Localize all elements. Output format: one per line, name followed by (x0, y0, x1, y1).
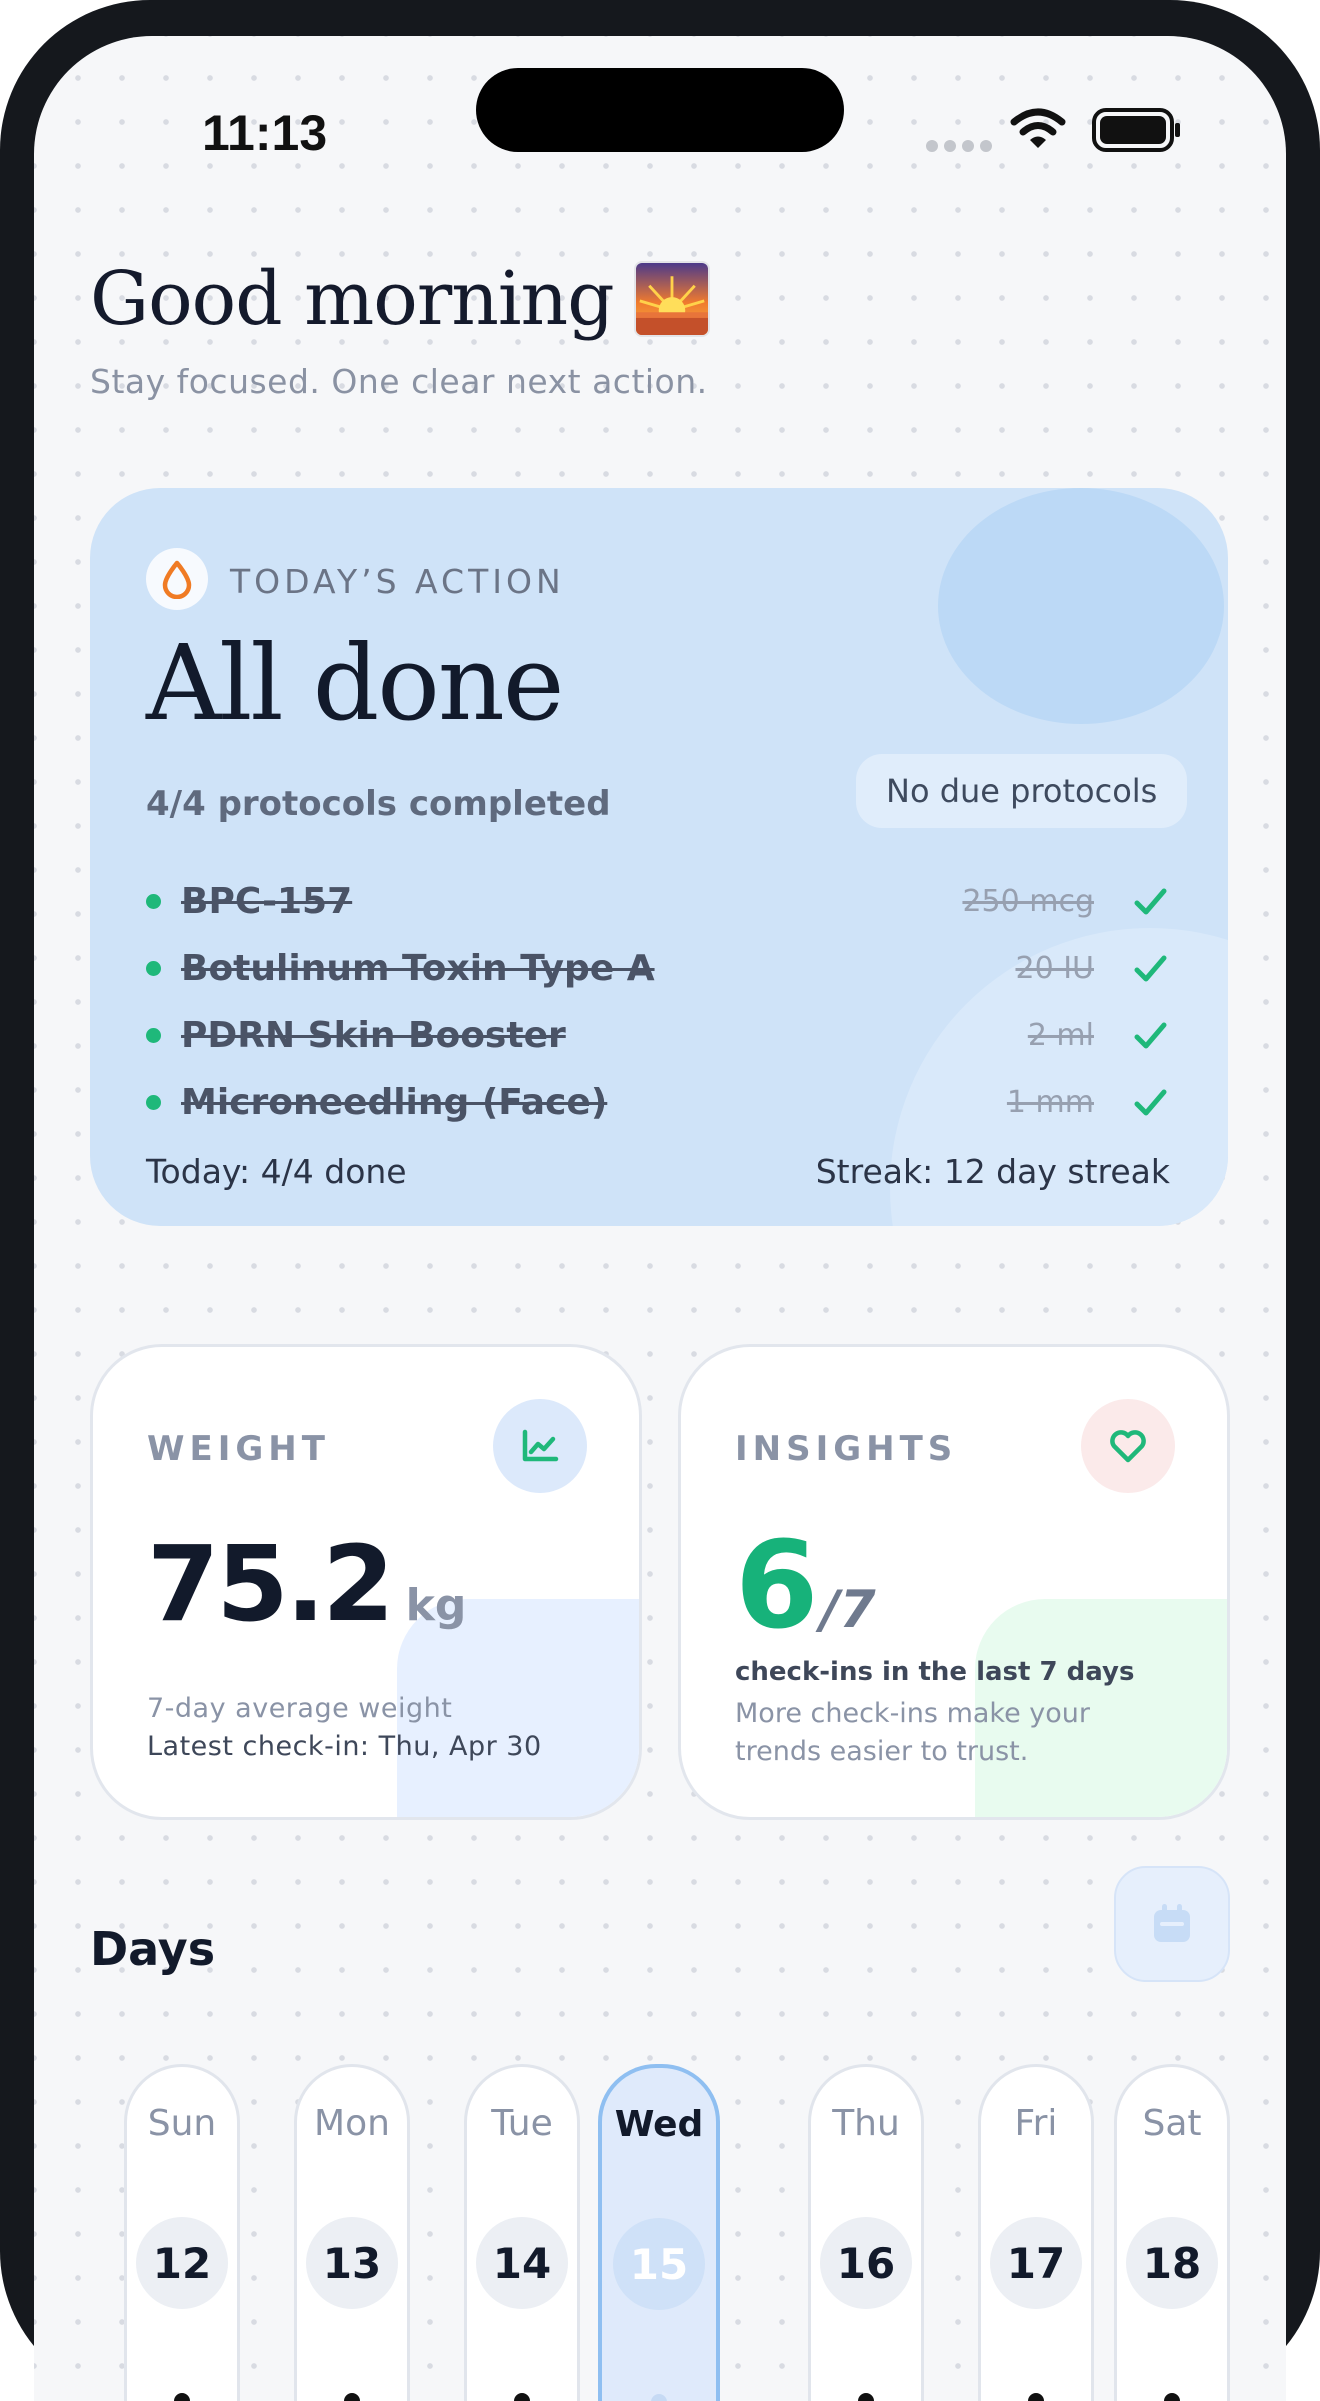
day-pill-fri[interactable]: Fri 17 (978, 2064, 1094, 2401)
day-name: Wed (614, 2104, 704, 2145)
dynamic-island (476, 68, 844, 152)
insights-value: 6 (735, 1517, 819, 1656)
day-name: Tue (491, 2103, 553, 2144)
weight-card[interactable]: WEIGHT 75.2 kg 7-day average weight Late… (90, 1344, 642, 1820)
day-activity-dot (514, 2393, 530, 2401)
weight-value-row: 75.2 kg (147, 1523, 466, 1645)
calendar-icon (1154, 1904, 1190, 1942)
protocol-list: BPC-157 250 mcg Botulinum Toxin Type A 2… (146, 868, 1170, 1136)
day-date: 17 (990, 2217, 1082, 2309)
check-icon (1134, 888, 1167, 914)
greeting-title: Good morning (90, 256, 615, 342)
day-activity-dot (174, 2393, 190, 2401)
protocol-dose: 20 IU (1015, 951, 1094, 986)
check-icon (1134, 955, 1167, 981)
protocol-item[interactable]: PDRN Skin Booster 2 ml (146, 1002, 1170, 1069)
chart-icon (493, 1399, 587, 1493)
day-date: 15 (613, 2218, 705, 2310)
day-name: Thu (832, 2103, 900, 2144)
day-activity-dot (344, 2393, 360, 2401)
due-status-badge: No due protocols (856, 754, 1188, 828)
weight-value: 75.2 (147, 1523, 395, 1645)
wifi-icon (1010, 108, 1066, 148)
protocol-item[interactable]: Botulinum Toxin Type A 20 IU (146, 935, 1170, 1002)
protocol-name: PDRN Skin Booster (181, 1015, 566, 1056)
protocol-dose: 1 mm (1006, 1085, 1094, 1120)
protocol-name: Botulinum Toxin Type A (181, 948, 655, 989)
heart-icon (1081, 1399, 1175, 1493)
screen: 11:13 Good morning (34, 36, 1286, 2401)
streak-summary: Streak: 12 day streak (815, 1152, 1170, 1191)
day-activity-dot (1028, 2393, 1044, 2401)
insights-title: INSIGHTS (735, 1429, 958, 1469)
day-pill-sat[interactable]: Sat 18 (1114, 2064, 1230, 2401)
protocol-item[interactable]: Microneedling (Face) 1 mm (146, 1069, 1170, 1136)
day-pill-tue[interactable]: Tue 14 (464, 2064, 580, 2401)
insights-card[interactable]: INSIGHTS 6 /7 check-ins in the last 7 da… (678, 1344, 1230, 1820)
insights-denominator: /7 (820, 1580, 876, 1640)
status-dot (146, 1095, 161, 1110)
day-name: Fri (1014, 2103, 1058, 2144)
protocol-name: Microneedling (Face) (181, 1082, 608, 1123)
status-dot (146, 1028, 161, 1043)
weight-title: WEIGHT (147, 1429, 330, 1469)
sunrise-icon (633, 261, 710, 337)
day-date: 14 (476, 2217, 568, 2309)
day-date: 18 (1126, 2217, 1218, 2309)
day-name: Sat (1142, 2103, 1202, 2144)
day-date: 13 (306, 2217, 398, 2309)
greeting-row: Good morning (90, 256, 710, 342)
drop-icon (146, 548, 208, 610)
days-title: Days (90, 1922, 216, 1976)
day-pill-sun[interactable]: Sun 12 (124, 2064, 240, 2401)
day-pill-thu[interactable]: Thu 16 (808, 2064, 924, 2401)
todays-action-label: TODAY’S ACTION (230, 562, 565, 601)
day-pill-wed[interactable]: Wed 15 (598, 2064, 720, 2401)
day-name: Sun (147, 2103, 217, 2144)
day-activity-dot (858, 2393, 874, 2401)
insights-value-row: 6 /7 (735, 1517, 876, 1656)
protocol-name: BPC-157 (181, 881, 353, 922)
status-time: 11:13 (202, 105, 328, 161)
todays-action-card[interactable]: TODAY’S ACTION All done 4/4 protocols co… (90, 488, 1228, 1226)
decor-blob (938, 488, 1224, 724)
day-date: 16 (820, 2217, 912, 2309)
check-icon (1134, 1022, 1167, 1048)
protocol-item[interactable]: BPC-157 250 mcg (146, 868, 1170, 935)
decor-blob (397, 1599, 639, 1817)
protocol-dose: 250 mcg (962, 884, 1094, 919)
cellular-signal-icon (926, 140, 992, 152)
weight-unit: kg (405, 1580, 467, 1631)
day-name: Mon (314, 2103, 390, 2144)
check-icon (1134, 1089, 1167, 1115)
greeting-subtitle: Stay focused. One clear next action. (90, 362, 708, 401)
day-pill-mon[interactable]: Mon 13 (294, 2064, 410, 2401)
protocol-dose: 2 ml (1027, 1018, 1094, 1053)
day-date: 12 (136, 2217, 228, 2309)
protocols-progress: 4/4 protocols completed (146, 784, 611, 824)
decor-blob (975, 1599, 1227, 1817)
battery-icon (1092, 108, 1180, 152)
todays-action-title: All done (146, 622, 564, 744)
insights-note: More check-ins make your trends easier t… (735, 1698, 1090, 1767)
status-dot (146, 961, 161, 976)
calendar-button[interactable] (1114, 1866, 1230, 1982)
weight-caption: 7-day average weight (147, 1693, 453, 1724)
day-activity-dot (1164, 2393, 1180, 2401)
today-summary: Today: 4/4 done (146, 1152, 407, 1191)
day-activity-dot (651, 2394, 667, 2401)
insights-caption: check-ins in the last 7 days (735, 1657, 1135, 1687)
weight-latest-checkin: Latest check-in: Thu, Apr 30 (147, 1731, 542, 1762)
status-dot (146, 894, 161, 909)
